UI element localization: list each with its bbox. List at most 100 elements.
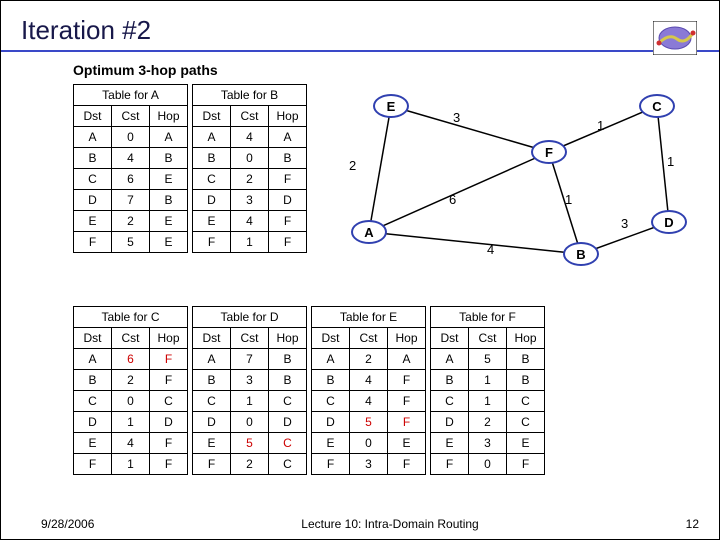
table-cell: 5	[112, 232, 150, 253]
footer: 9/28/2006 Lecture 10: Intra-Domain Routi…	[1, 517, 719, 531]
table-row: E4F	[74, 433, 188, 454]
graph-node-c: C	[639, 94, 675, 118]
content-area: Table for ADstCstHopA0AB4BC6ED7BE2EF5ETa…	[1, 84, 719, 514]
table-row: E0E	[312, 433, 426, 454]
table-cell: F	[388, 391, 426, 412]
table-row: A7B	[193, 349, 307, 370]
table-cell: C	[507, 412, 545, 433]
table-row: F5E	[74, 232, 188, 253]
edge-label: 2	[349, 158, 356, 173]
column-header: Dst	[193, 106, 231, 127]
column-header: Hop	[269, 106, 307, 127]
routing-table: Table for BDstCstHopA4AB0BC2FD3DE4FF1F	[192, 84, 307, 253]
table-cell: A	[150, 127, 188, 148]
table-cell: 4	[350, 370, 388, 391]
table-cell: 2	[112, 370, 150, 391]
table-cell: D	[312, 412, 350, 433]
table-caption: Table for A	[74, 85, 188, 106]
table-cell: 1	[112, 454, 150, 475]
graph-node-e: E	[373, 94, 409, 118]
table-cell: 7	[112, 190, 150, 211]
table-row: A6F	[74, 349, 188, 370]
edge-label: 1	[597, 118, 604, 133]
table-cell: 2	[350, 349, 388, 370]
table-row: C1C	[431, 391, 545, 412]
table-row: B0B	[193, 148, 307, 169]
table-row: E5C	[193, 433, 307, 454]
table-cell: 4	[112, 433, 150, 454]
table-cell: C	[312, 391, 350, 412]
edge-label: 4	[487, 242, 494, 257]
table-row: A5B	[431, 349, 545, 370]
table-cell: C	[150, 391, 188, 412]
column-header: Dst	[74, 106, 112, 127]
title-bar: Iteration #2	[1, 1, 719, 52]
table-cell: F	[507, 454, 545, 475]
routing-table: Table for CDstCstHopA6FB2FC0CD1DE4FF1F	[73, 306, 188, 475]
column-header: Dst	[431, 328, 469, 349]
table-cell: E	[193, 211, 231, 232]
table-cell: A	[193, 127, 231, 148]
table-cell: F	[193, 454, 231, 475]
table-cell: 4	[231, 127, 269, 148]
table-cell: F	[269, 211, 307, 232]
table-cell: A	[431, 349, 469, 370]
table-cell: D	[193, 190, 231, 211]
table-caption: Table for E	[312, 307, 426, 328]
table-cell: B	[269, 148, 307, 169]
graph-node-d: D	[651, 210, 687, 234]
column-header: Hop	[269, 328, 307, 349]
slide-logo	[653, 21, 697, 55]
table-cell: 7	[231, 349, 269, 370]
table-caption: Table for F	[431, 307, 545, 328]
table-row: E4F	[193, 211, 307, 232]
column-header: Cst	[350, 328, 388, 349]
table-row: D3D	[193, 190, 307, 211]
table-cell: 2	[231, 169, 269, 190]
table-cell: D	[269, 412, 307, 433]
table-cell: 0	[112, 127, 150, 148]
table-cell: 0	[112, 391, 150, 412]
table-cell: 3	[231, 370, 269, 391]
column-header: Cst	[231, 328, 269, 349]
table-cell: D	[74, 190, 112, 211]
table-row: B1B	[431, 370, 545, 391]
table-cell: E	[150, 211, 188, 232]
table-cell: C	[269, 433, 307, 454]
table-row: F3F	[312, 454, 426, 475]
table-cell: E	[431, 433, 469, 454]
table-row: D2C	[431, 412, 545, 433]
column-header: Hop	[150, 106, 188, 127]
table-cell: D	[431, 412, 469, 433]
footer-date: 9/28/2006	[41, 517, 94, 531]
edge-label: 1	[565, 192, 572, 207]
table-cell: D	[150, 412, 188, 433]
table-row: F1F	[193, 232, 307, 253]
table-row: E2E	[74, 211, 188, 232]
table-cell: C	[193, 391, 231, 412]
table-cell: 2	[112, 211, 150, 232]
table-cell: A	[193, 349, 231, 370]
edge-label: 3	[453, 110, 460, 125]
table-row: D5F	[312, 412, 426, 433]
table-row: B4F	[312, 370, 426, 391]
table-cell: E	[74, 433, 112, 454]
table-cell: F	[74, 454, 112, 475]
column-header: Cst	[112, 106, 150, 127]
column-header: Hop	[388, 328, 426, 349]
table-row: B2F	[74, 370, 188, 391]
routing-table: Table for ADstCstHopA0AB4BC6ED7BE2EF5E	[73, 84, 188, 253]
table-caption: Table for B	[193, 85, 307, 106]
column-header: Hop	[507, 328, 545, 349]
table-cell: 1	[231, 232, 269, 253]
table-cell: F	[388, 454, 426, 475]
table-cell: 1	[469, 391, 507, 412]
table-cell: A	[74, 349, 112, 370]
routing-table: Table for FDstCstHopA5BB1BC1CD2CE3EF0F	[430, 306, 545, 475]
graph-node-b: B	[563, 242, 599, 266]
table-cell: 6	[112, 349, 150, 370]
table-row: C2F	[193, 169, 307, 190]
table-cell: 4	[350, 391, 388, 412]
column-header: Dst	[193, 328, 231, 349]
table-cell: F	[388, 412, 426, 433]
